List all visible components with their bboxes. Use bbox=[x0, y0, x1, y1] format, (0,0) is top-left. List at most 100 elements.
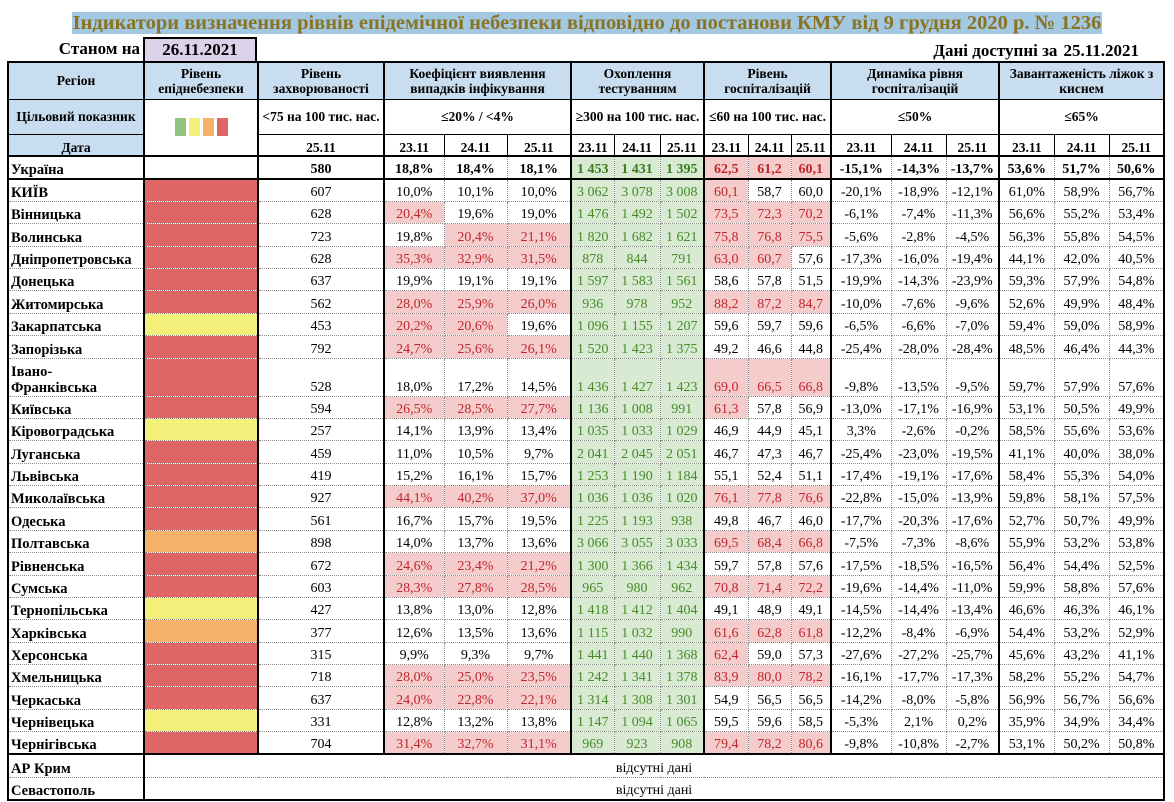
positivity-rate-value: 26,0% bbox=[506, 290, 572, 314]
positivity-rate-value: 13,0% bbox=[443, 596, 508, 621]
oxygen-bed-occupancy-value: 50,7% bbox=[1053, 507, 1110, 531]
oxygen-bed-occupancy-value: 56,6% bbox=[998, 200, 1055, 225]
region-name: Тернопільська bbox=[11, 603, 108, 620]
region-cell: Івано-Франківська bbox=[7, 357, 145, 397]
column-date: 25.11 bbox=[506, 133, 572, 157]
region-name: Волинська bbox=[11, 229, 83, 246]
testing-coverage-value: 3 078 bbox=[613, 178, 661, 202]
oxygen-bed-occupancy-value: 56,7% bbox=[1053, 686, 1110, 710]
positivity-rate-value: 15,7% bbox=[443, 507, 508, 531]
testing-coverage-value: 1 300 bbox=[570, 552, 615, 576]
level-legend bbox=[174, 118, 228, 137]
region-row: Херсонська 315 9,9% 9,3% 9,7% 1 441 1 440 1 368… bbox=[7, 641, 1165, 666]
region-name: КИЇВ bbox=[11, 184, 49, 201]
region-row: Київська 594 26,5% 28,5% 27,7% 1 136 1 008 991 6… bbox=[7, 395, 1165, 419]
testing-coverage-value: 1 820 bbox=[570, 223, 615, 247]
hospitalization-rate-value: 57,8 bbox=[747, 267, 792, 292]
column-date: 23.11 bbox=[998, 133, 1055, 157]
testing-coverage-value: 1 301 bbox=[659, 686, 705, 710]
positivity-rate-value: 13,9% bbox=[443, 417, 508, 442]
testing-coverage-value: 962 bbox=[659, 574, 705, 598]
hospitalization-rate-value: 80,6 bbox=[790, 731, 832, 755]
region-cell: Україна bbox=[7, 155, 145, 180]
incidence-date: 25.11 bbox=[257, 133, 385, 157]
epidemic-level-indicator bbox=[143, 731, 259, 755]
positivity-rate-value: 12,6% bbox=[383, 619, 445, 643]
positivity-rate-value: 13,6% bbox=[506, 619, 572, 643]
hospitalization-dynamics-value: -2,6% bbox=[890, 417, 947, 442]
hospitalization-dynamics-value: -19,1% bbox=[890, 462, 947, 487]
testing-coverage-value: 1 115 bbox=[570, 619, 615, 643]
hospitalization-rate-value: 75,8 bbox=[703, 223, 749, 247]
oxygen-bed-occupancy-value: 53,6% bbox=[1108, 417, 1165, 442]
oxygen-bed-occupancy-value: 52,5% bbox=[1108, 552, 1165, 576]
hospitalization-rate-value: 46,0 bbox=[790, 507, 832, 531]
oxygen-bed-occupancy-value: 54,5% bbox=[1108, 223, 1165, 247]
hospitalization-dynamics-value: -7,6% bbox=[890, 290, 947, 314]
column-date: 23.11 bbox=[570, 133, 615, 157]
epidemic-level-indicator bbox=[143, 484, 259, 509]
oxygen-bed-occupancy-value: 55,2% bbox=[1053, 200, 1110, 225]
oxygen-bed-occupancy-value: 61,0% bbox=[998, 178, 1055, 202]
oxygen-bed-occupancy-value: 43,2% bbox=[1053, 641, 1110, 666]
hospitalization-rate-value: 57,6 bbox=[790, 552, 832, 576]
national-row: Україна 580 18,8% 18,4% 18,1% 1 453 1 431 1 395… bbox=[7, 155, 1165, 180]
hospitalization-dynamics-value: -8,0% bbox=[890, 686, 947, 710]
region-cell: КИЇВ bbox=[7, 178, 145, 202]
hospitalization-dynamics-value: -14,4% bbox=[890, 596, 947, 621]
positivity-rate-value: 28,0% bbox=[383, 663, 445, 688]
region-row: Сумська 603 28,3% 27,8% 28,5% 965 980 962 70,8 71… bbox=[7, 574, 1165, 598]
column-date: 25.11 bbox=[1108, 133, 1165, 157]
hospitalization-rate-value: 51,5 bbox=[790, 267, 832, 292]
hospitalization-rate-value: 76,8 bbox=[747, 223, 792, 247]
testing-coverage-value: 3 008 bbox=[659, 178, 705, 202]
testing-coverage-value: 1 423 bbox=[613, 335, 661, 359]
region-cell: Рівненська bbox=[7, 552, 145, 576]
target-row-label: Цільовий показник bbox=[7, 98, 145, 135]
hospitalization-dynamics-value: -13,7% bbox=[945, 155, 1000, 180]
positivity-rate-value: 10,0% bbox=[506, 178, 572, 202]
region-cell: Севастополь bbox=[7, 776, 145, 801]
positivity-rate-value: 9,3% bbox=[443, 641, 508, 666]
testing-coverage-value: 1 147 bbox=[570, 708, 615, 733]
testing-coverage-value: 1 341 bbox=[613, 663, 661, 688]
testing-coverage-value: 978 bbox=[613, 290, 661, 314]
oxygen-bed-occupancy-value: 49,9% bbox=[1053, 290, 1110, 314]
hospitalization-rate-value: 60,1 bbox=[703, 178, 749, 202]
region-cell: Одеська bbox=[7, 507, 145, 531]
oxygen-bed-occupancy-value: 40,5% bbox=[1108, 245, 1165, 270]
testing-coverage-value: 969 bbox=[570, 731, 615, 755]
testing-coverage-value: 1 136 bbox=[570, 395, 615, 419]
region-cell: Луганська bbox=[7, 440, 145, 464]
incidence-value: 637 bbox=[257, 267, 385, 292]
hospitalization-rate-value: 44,9 bbox=[747, 417, 792, 442]
testing-coverage-value: 923 bbox=[613, 731, 661, 755]
hospitalization-dynamics-value: 2,1% bbox=[890, 708, 947, 733]
region-row: Черкаська 637 24,0% 22,8% 22,1% 1 314 1 308 1 3… bbox=[7, 686, 1165, 710]
incidence-value: 628 bbox=[257, 200, 385, 225]
epidemic-level-indicator bbox=[143, 574, 259, 598]
oxygen-bed-occupancy-value: 58,5% bbox=[998, 417, 1055, 442]
incidence-value: 377 bbox=[257, 619, 385, 643]
positivity-rate-value: 27,8% bbox=[443, 574, 508, 598]
column-date: 24.11 bbox=[890, 133, 947, 157]
hospitalization-rate-value: 69,5 bbox=[703, 529, 749, 554]
hospitalization-dynamics-value: -14,3% bbox=[890, 267, 947, 292]
region-cell: Кіровоградська bbox=[7, 417, 145, 442]
oxygen-bed-occupancy-value: 57,6% bbox=[1108, 574, 1165, 598]
positivity-rate-value: 20,4% bbox=[443, 223, 508, 247]
hospitalization-rate-value: 59,5 bbox=[703, 708, 749, 733]
testing-coverage-value: 1 492 bbox=[613, 200, 661, 225]
testing-coverage-value: 1 308 bbox=[613, 686, 661, 710]
hospitalization-rate-value: 57,8 bbox=[747, 552, 792, 576]
incidence-value: 603 bbox=[257, 574, 385, 598]
incidence-value: 561 bbox=[257, 507, 385, 531]
oxygen-bed-occupancy-value: 48,5% bbox=[998, 335, 1055, 359]
positivity-rate-value: 32,7% bbox=[443, 731, 508, 755]
testing-coverage-value: 980 bbox=[613, 574, 661, 598]
incidence-value: 792 bbox=[257, 335, 385, 359]
positivity-rate-value: 10,1% bbox=[443, 178, 508, 202]
positivity-rate-value: 19,6% bbox=[506, 312, 572, 337]
region-row: Запорізька 792 24,7% 25,6% 26,1% 1 520 1 423 1 … bbox=[7, 335, 1165, 359]
positivity-rate-value: 31,4% bbox=[383, 731, 445, 755]
